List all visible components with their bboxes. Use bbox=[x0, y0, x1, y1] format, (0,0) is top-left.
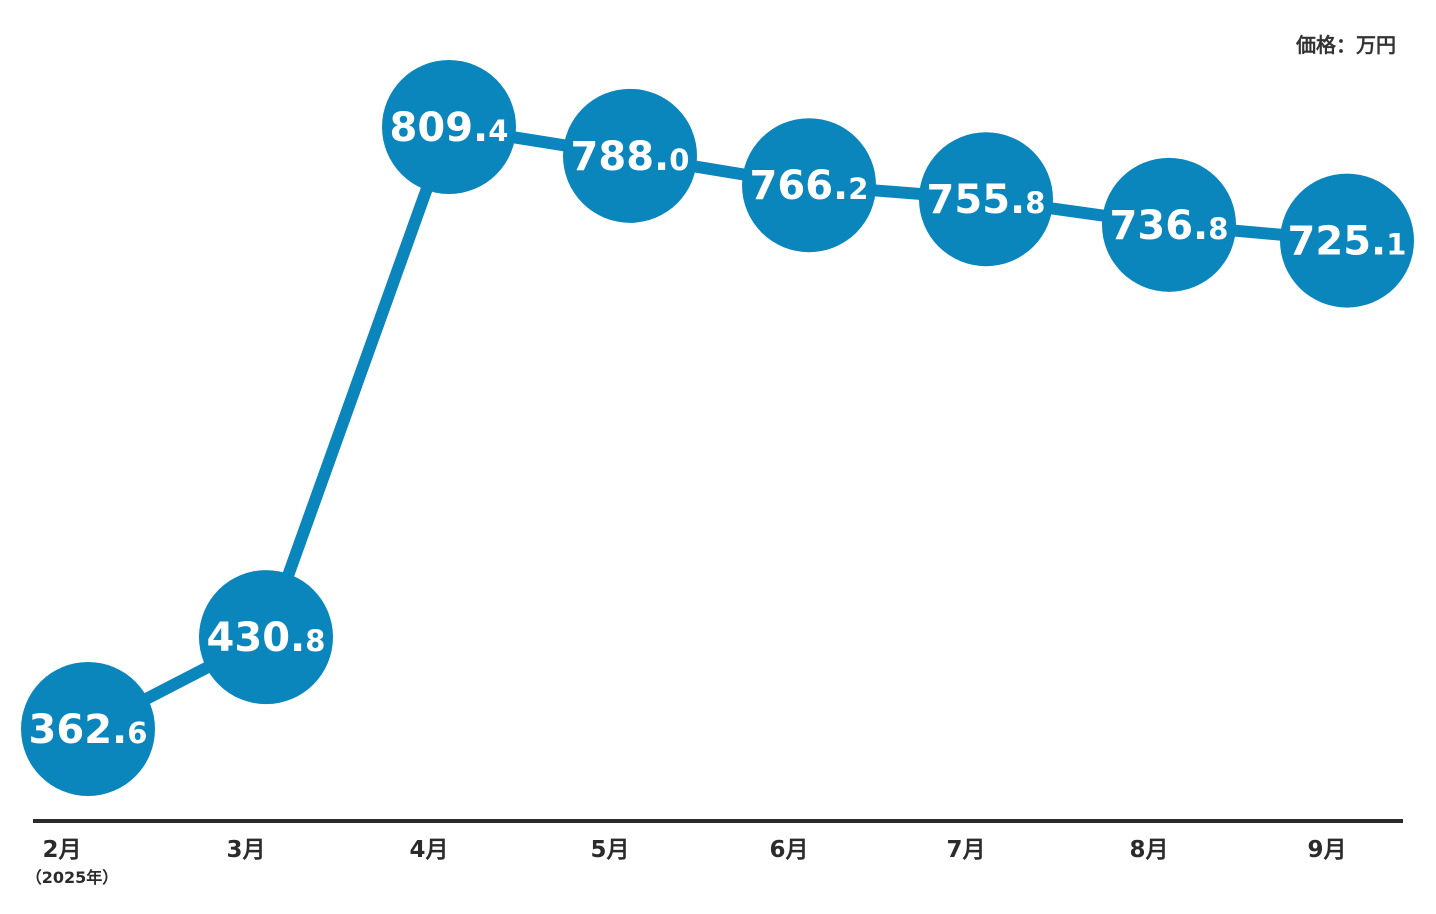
x-tick-label: 5月 bbox=[590, 837, 629, 863]
data-label-decimal: 8 bbox=[1208, 212, 1228, 246]
x-tick-label: 2月 bbox=[42, 837, 81, 863]
data-point: 362.6 bbox=[21, 662, 155, 796]
data-label-integer: 755. bbox=[927, 177, 1026, 223]
data-label-integer: 725. bbox=[1288, 219, 1387, 265]
data-label: 725.1 bbox=[1288, 219, 1407, 265]
data-label-integer: 809. bbox=[390, 105, 489, 151]
data-label: 766.2 bbox=[750, 163, 869, 209]
data-label-integer: 430. bbox=[207, 615, 306, 661]
data-point-circle bbox=[21, 662, 155, 796]
data-point-circle bbox=[742, 118, 876, 253]
data-point-circle bbox=[563, 88, 697, 223]
data-label-decimal: 8 bbox=[1025, 186, 1045, 220]
data-point: 809.4 bbox=[382, 60, 516, 194]
data-label-decimal: 0 bbox=[669, 143, 689, 177]
x-tick-label: 9月 bbox=[1307, 837, 1346, 863]
data-label-integer: 736. bbox=[1110, 203, 1209, 249]
data-label: 755.8 bbox=[927, 177, 1046, 223]
data-label-decimal: 1 bbox=[1386, 228, 1406, 262]
x-tick-label: 7月 bbox=[946, 837, 985, 863]
data-point-circle bbox=[919, 132, 1053, 267]
x-tick-label: 8月 bbox=[1129, 837, 1168, 863]
data-label: 788.0 bbox=[571, 134, 690, 180]
data-point: 736.8 bbox=[1102, 157, 1236, 292]
data-label-integer: 788. bbox=[571, 134, 670, 180]
data-point: 725.1 bbox=[1280, 173, 1414, 308]
data-point: 788.0 bbox=[563, 88, 697, 223]
x-tick-sublabel: （2025年） bbox=[26, 868, 119, 887]
unit-label: 価格：万円 bbox=[1295, 33, 1396, 57]
data-label-decimal: 6 bbox=[127, 716, 147, 750]
data-label: 430.8 bbox=[207, 615, 326, 661]
data-label: 736.8 bbox=[1110, 203, 1229, 249]
data-point-circle bbox=[1280, 173, 1414, 308]
data-label: 809.4 bbox=[390, 105, 509, 151]
data-point-circle bbox=[382, 60, 516, 194]
x-tick-label: 4月 bbox=[409, 837, 448, 863]
data-point: 766.2 bbox=[742, 118, 876, 253]
data-label-decimal: 4 bbox=[488, 114, 508, 148]
data-point-circle bbox=[1102, 157, 1236, 292]
x-tick-label: 6月 bbox=[769, 837, 808, 863]
data-label-integer: 362. bbox=[29, 707, 128, 753]
x-axis-ticks: 2月 3月 4月 5月 6月 7月 8月 9月 （2025年） bbox=[26, 837, 1347, 887]
data-label-decimal: 8 bbox=[305, 624, 325, 658]
data-label-integer: 766. bbox=[750, 163, 849, 209]
data-label-decimal: 2 bbox=[848, 172, 868, 206]
data-point: 430.8 bbox=[199, 570, 333, 705]
data-point-circle bbox=[199, 570, 333, 705]
x-tick-label: 3月 bbox=[226, 837, 265, 863]
data-point: 755.8 bbox=[919, 132, 1053, 267]
data-label: 362.6 bbox=[29, 707, 148, 753]
